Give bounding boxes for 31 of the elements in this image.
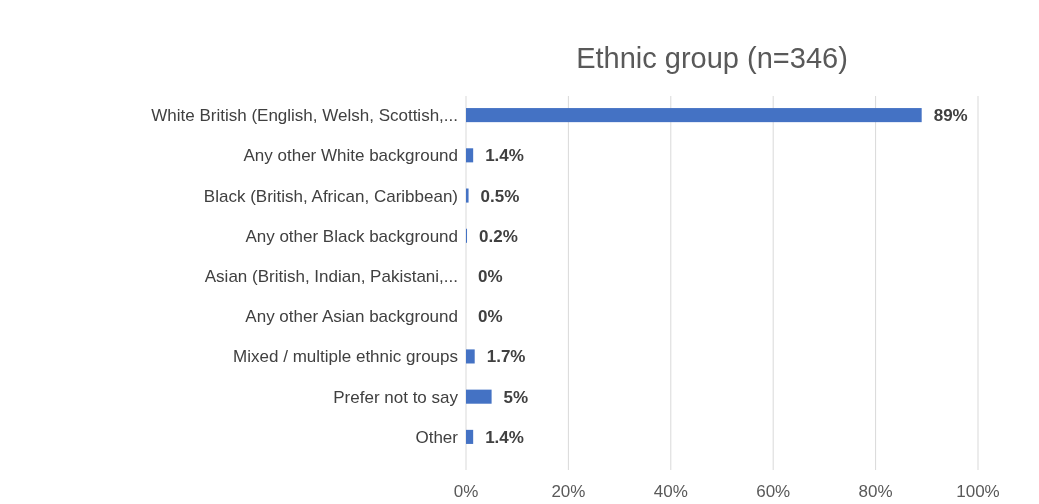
x-tick-label: 100% <box>956 482 1000 501</box>
y-tick-label: Any other Black background <box>245 226 458 246</box>
data-label: 1.7% <box>486 347 526 367</box>
data-label: 0% <box>478 307 503 327</box>
data-label: 89% <box>933 106 968 126</box>
data-label: 5% <box>503 387 529 407</box>
bar <box>466 429 474 444</box>
bar <box>466 108 922 123</box>
data-label: 0.5% <box>480 186 520 206</box>
data-label: 1.4% <box>485 427 524 447</box>
bar <box>466 349 475 364</box>
x-tick-label: 40% <box>653 482 688 501</box>
data-label: 1.4% <box>485 146 524 166</box>
x-tick-label: 60% <box>756 482 791 501</box>
y-tick-label: Any other White background <box>243 146 458 166</box>
y-tick-label: Asian (British, Indian, Pakistani,... <box>204 266 458 286</box>
data-label: 0% <box>478 266 503 286</box>
chart-title: Ethnic group (n=346) <box>576 42 848 74</box>
y-tick-label: White British (English, Welsh, Scottish,... <box>151 106 458 126</box>
y-tick-label: Prefer not to say <box>333 387 459 407</box>
y-tick-label: Black (British, African, Caribbean) <box>203 186 458 206</box>
y-tick-label: Other <box>415 427 459 447</box>
bar <box>466 148 474 163</box>
x-tick-label: 0% <box>453 482 479 501</box>
bar <box>466 188 469 203</box>
bar <box>466 389 492 404</box>
y-tick-label: Mixed / multiple ethnic groups <box>233 347 458 367</box>
x-tick-label: 20% <box>551 482 586 501</box>
y-tick-label: Any other Asian background <box>245 307 458 327</box>
x-tick-label: 80% <box>858 482 893 501</box>
data-label: 0.2% <box>479 226 518 246</box>
